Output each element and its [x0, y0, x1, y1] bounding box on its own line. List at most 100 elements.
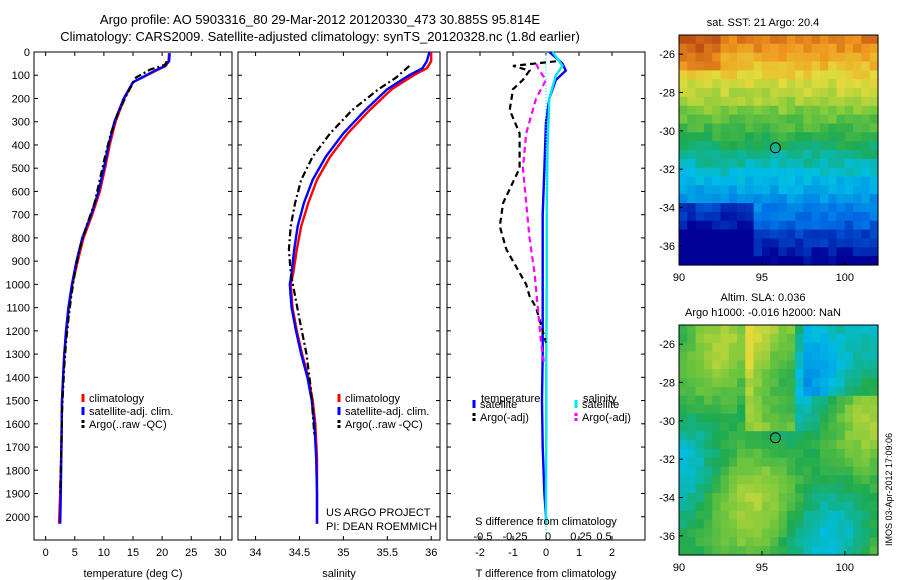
sla-map-cell	[695, 493, 705, 503]
sst-map-cell	[745, 158, 755, 169]
sla-map-y-tick-label: -30	[659, 416, 675, 428]
sst-map-cell	[795, 141, 804, 151]
sla-map-cell	[761, 493, 771, 503]
sst-map-cell	[820, 229, 829, 239]
sst-map-cell	[695, 211, 705, 222]
sla-map-cell	[853, 448, 862, 459]
sst-map-cell	[778, 96, 788, 107]
sla-map-cell	[861, 528, 871, 538]
sst-map-cell	[770, 220, 780, 231]
sla-map-cell	[803, 386, 813, 397]
sla-map-cell	[703, 413, 713, 423]
sst-map-cell	[761, 158, 771, 169]
sst-map-cell	[679, 256, 688, 266]
sst-map-cell	[778, 229, 788, 239]
sla-map-cell	[761, 395, 771, 406]
temperature-y-tick-label: 800	[12, 233, 30, 245]
sla-map-cell	[712, 493, 722, 503]
sla-map-cell	[761, 431, 771, 441]
sst-map-cell	[712, 211, 722, 222]
sla-map-cell	[687, 546, 697, 556]
sla-map-cell	[820, 360, 829, 370]
sla-map-cell	[853, 519, 862, 529]
sla-map-cell	[853, 404, 862, 414]
sla-map-cell	[728, 378, 738, 388]
sst-map-cell	[836, 43, 846, 54]
sla-map-cell	[687, 351, 697, 361]
sla-map-cell	[869, 360, 879, 370]
sla-map-cell	[770, 422, 780, 432]
sla-map-cell	[695, 369, 705, 379]
sla-map-cell	[836, 466, 846, 476]
sst-map-cell	[695, 158, 705, 169]
sst-map-cell	[712, 35, 722, 45]
sst-map-cell	[679, 70, 688, 80]
sst-map-cell	[737, 194, 746, 204]
sst-map-cell	[761, 114, 771, 124]
sst-map-cell	[828, 247, 838, 257]
sst-map-cell	[786, 220, 796, 231]
sst-map-cell	[720, 167, 730, 178]
sst-map-cell	[745, 194, 755, 204]
sla-map-cell	[753, 537, 763, 547]
sst-map-cell	[703, 185, 713, 195]
sla-map-cell	[720, 484, 730, 494]
sst-map-cell	[753, 79, 763, 89]
sst-map-cell	[770, 141, 780, 151]
sst-map-cell	[720, 88, 730, 98]
sst-map-cell	[803, 150, 813, 160]
sla-map-cell	[753, 342, 763, 353]
sla-map-cell	[703, 325, 713, 335]
sla-map-cell	[820, 546, 829, 556]
sst-map-cell	[803, 167, 813, 178]
sla-map-axes-box	[678, 324, 879, 556]
sla-map-cell	[828, 395, 838, 406]
sst-map-cell	[836, 150, 846, 160]
sst-map-cell	[778, 132, 788, 142]
sst-map-cell	[737, 70, 746, 80]
sst-map-cell	[745, 203, 755, 213]
sst-map-cell	[811, 123, 821, 133]
sla-map-cell	[679, 493, 688, 503]
sst-map-cell	[869, 194, 879, 204]
sla-map-cell	[861, 325, 871, 335]
sst-map-cell	[703, 114, 713, 124]
sla-map-cell	[811, 431, 821, 441]
sla-map-cell	[687, 510, 697, 521]
sst-map-cell	[703, 70, 713, 80]
sla-map-cell	[753, 493, 763, 503]
sst-map-cell	[828, 220, 838, 231]
sst-map-cell	[720, 176, 730, 186]
sst-map-cell	[753, 238, 763, 248]
sst-map-cell	[753, 185, 763, 195]
sst-map-cell	[753, 96, 763, 107]
sst-map-cell	[745, 96, 755, 107]
temperature-y-tick-label: 1600	[6, 419, 30, 431]
sst-map-cell	[703, 52, 713, 63]
sst-map-cell	[761, 203, 771, 213]
sst-map-cell	[795, 61, 804, 71]
sst-map-cell	[811, 229, 821, 239]
sst-map-cell	[869, 105, 879, 116]
sst-map-cell	[695, 220, 705, 231]
sst-map-cell	[728, 79, 738, 89]
sst-map-cell	[786, 194, 796, 204]
sst-map-cell	[820, 247, 829, 257]
sst-map-cell	[720, 220, 730, 231]
sst-map-cell	[728, 52, 738, 63]
sla-map-cell	[687, 519, 697, 529]
sst-map-cell	[853, 211, 862, 222]
sla-map-x-tick-label: 100	[836, 562, 854, 574]
sst-map-cell	[786, 132, 796, 142]
sst-map-cell	[869, 185, 879, 195]
sla-map-cell	[778, 431, 788, 441]
sla-map-cell	[679, 404, 688, 414]
sst-map-cell	[828, 35, 838, 45]
sla-map-cell	[679, 457, 688, 468]
sst-map-cell	[786, 123, 796, 133]
sla-map-cell	[853, 386, 862, 397]
sla-map-cell	[695, 431, 705, 441]
sla-map-cell	[795, 466, 804, 476]
sst-map-cell	[770, 105, 780, 116]
salinity-legend-label: satellite-adj. clim.	[345, 406, 429, 418]
